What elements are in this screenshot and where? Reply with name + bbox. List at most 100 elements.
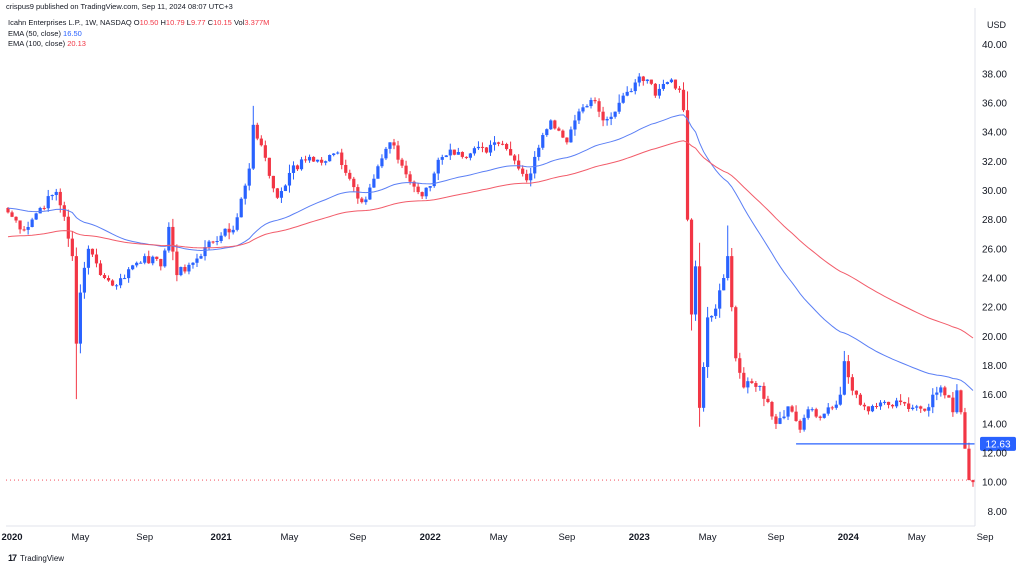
candle-up	[834, 404, 838, 408]
candle-down	[561, 130, 565, 138]
candle-up	[714, 308, 718, 316]
x-tick-label: 2020	[1, 532, 22, 543]
candle-down	[110, 280, 115, 286]
candle-down	[22, 229, 26, 231]
candle-down	[255, 124, 259, 139]
candle-down	[275, 188, 280, 198]
candle-down	[480, 146, 485, 148]
candle-up	[364, 199, 368, 203]
candle-down	[159, 258, 163, 267]
candle-down	[794, 411, 798, 421]
candle-up	[135, 262, 139, 266]
candle-down	[504, 143, 509, 150]
candle-down	[320, 159, 324, 163]
candle-up	[151, 256, 155, 264]
candle-down	[311, 156, 316, 162]
ohlc-low: L9.77	[186, 18, 206, 27]
candle-up	[533, 156, 537, 174]
candle-down	[263, 145, 267, 158]
candle-up	[746, 381, 750, 388]
candle-down	[10, 212, 14, 217]
legend-ema50-row: EMA (50, close) 16.50	[8, 29, 269, 40]
candle-down	[500, 143, 505, 145]
ema50-label: EMA (50, close)	[8, 28, 61, 38]
candle-down	[18, 220, 22, 230]
ohlc-volume: Vol3.377M	[233, 18, 270, 27]
candle-down	[947, 395, 951, 398]
candle-up	[541, 135, 545, 148]
candle-down	[967, 448, 971, 481]
x-tick-label: Sep	[558, 532, 575, 543]
candle-down	[874, 405, 879, 407]
candle-up	[368, 187, 372, 200]
candle-down	[641, 76, 645, 82]
candle-down	[175, 251, 179, 276]
tradingview-logo[interactable]: 17 TradingView	[8, 553, 64, 563]
candle-up	[247, 168, 251, 186]
candle-up	[669, 79, 674, 83]
candle-up	[187, 264, 191, 272]
candle-up	[54, 191, 58, 196]
candle-down	[42, 207, 46, 209]
x-tick-label: Sep	[977, 532, 994, 543]
candle-down	[689, 219, 694, 315]
candle-up	[30, 219, 34, 228]
candle-up	[701, 366, 706, 408]
candle-down	[858, 394, 863, 405]
candle-up	[163, 250, 167, 267]
ohlc-open: O10.50	[133, 18, 159, 27]
candle-up	[927, 407, 931, 411]
candle-down	[267, 157, 271, 176]
ema50-line	[7, 114, 974, 391]
candle-down	[553, 120, 557, 129]
y-tick-label: 10.00	[982, 478, 1007, 489]
candle-up	[468, 153, 472, 158]
y-tick-label: 20.00	[982, 332, 1007, 343]
x-tick-label: May	[490, 532, 508, 543]
candle-up	[492, 142, 497, 145]
candle-down	[854, 390, 858, 395]
candle-up	[131, 265, 135, 270]
candle-down	[303, 159, 308, 161]
y-tick-label: 22.00	[982, 303, 1007, 314]
candle-up	[239, 198, 243, 218]
candle-up	[911, 407, 915, 410]
candle-down	[774, 416, 778, 424]
candle-down	[899, 400, 903, 403]
candle-up	[235, 217, 239, 230]
candle-down	[766, 398, 770, 402]
candle-down	[496, 142, 501, 144]
candle-up	[114, 285, 119, 287]
y-tick-label: 26.00	[982, 244, 1007, 255]
candle-down	[798, 420, 802, 430]
candle-up	[710, 315, 714, 318]
candle-up	[219, 235, 223, 242]
candle-down	[344, 165, 348, 173]
candle-up	[939, 387, 943, 393]
candle-up	[585, 106, 589, 108]
candle-up	[336, 152, 340, 154]
candle-up	[50, 195, 54, 197]
candlesticks	[6, 73, 975, 487]
candle-up	[384, 148, 388, 159]
candle-down	[211, 241, 215, 243]
candle-up	[215, 241, 219, 243]
candle-down	[846, 361, 850, 378]
candle-down	[412, 181, 416, 187]
candle-up	[637, 76, 641, 83]
candle-down	[597, 101, 601, 112]
candle-down	[66, 216, 70, 239]
x-tick-label: May	[699, 532, 717, 543]
candle-up	[376, 166, 380, 179]
tradingview-icon: 17	[8, 553, 17, 563]
candle-up	[243, 185, 247, 199]
candle-up	[283, 185, 288, 192]
y-tick-label: 12.00	[982, 449, 1007, 460]
candle-down	[227, 228, 231, 233]
candle-up	[806, 409, 810, 418]
candle-up	[46, 196, 50, 209]
candle-up	[629, 91, 633, 93]
ohlc-close: C10.15	[207, 18, 232, 27]
candle-up	[621, 95, 625, 103]
